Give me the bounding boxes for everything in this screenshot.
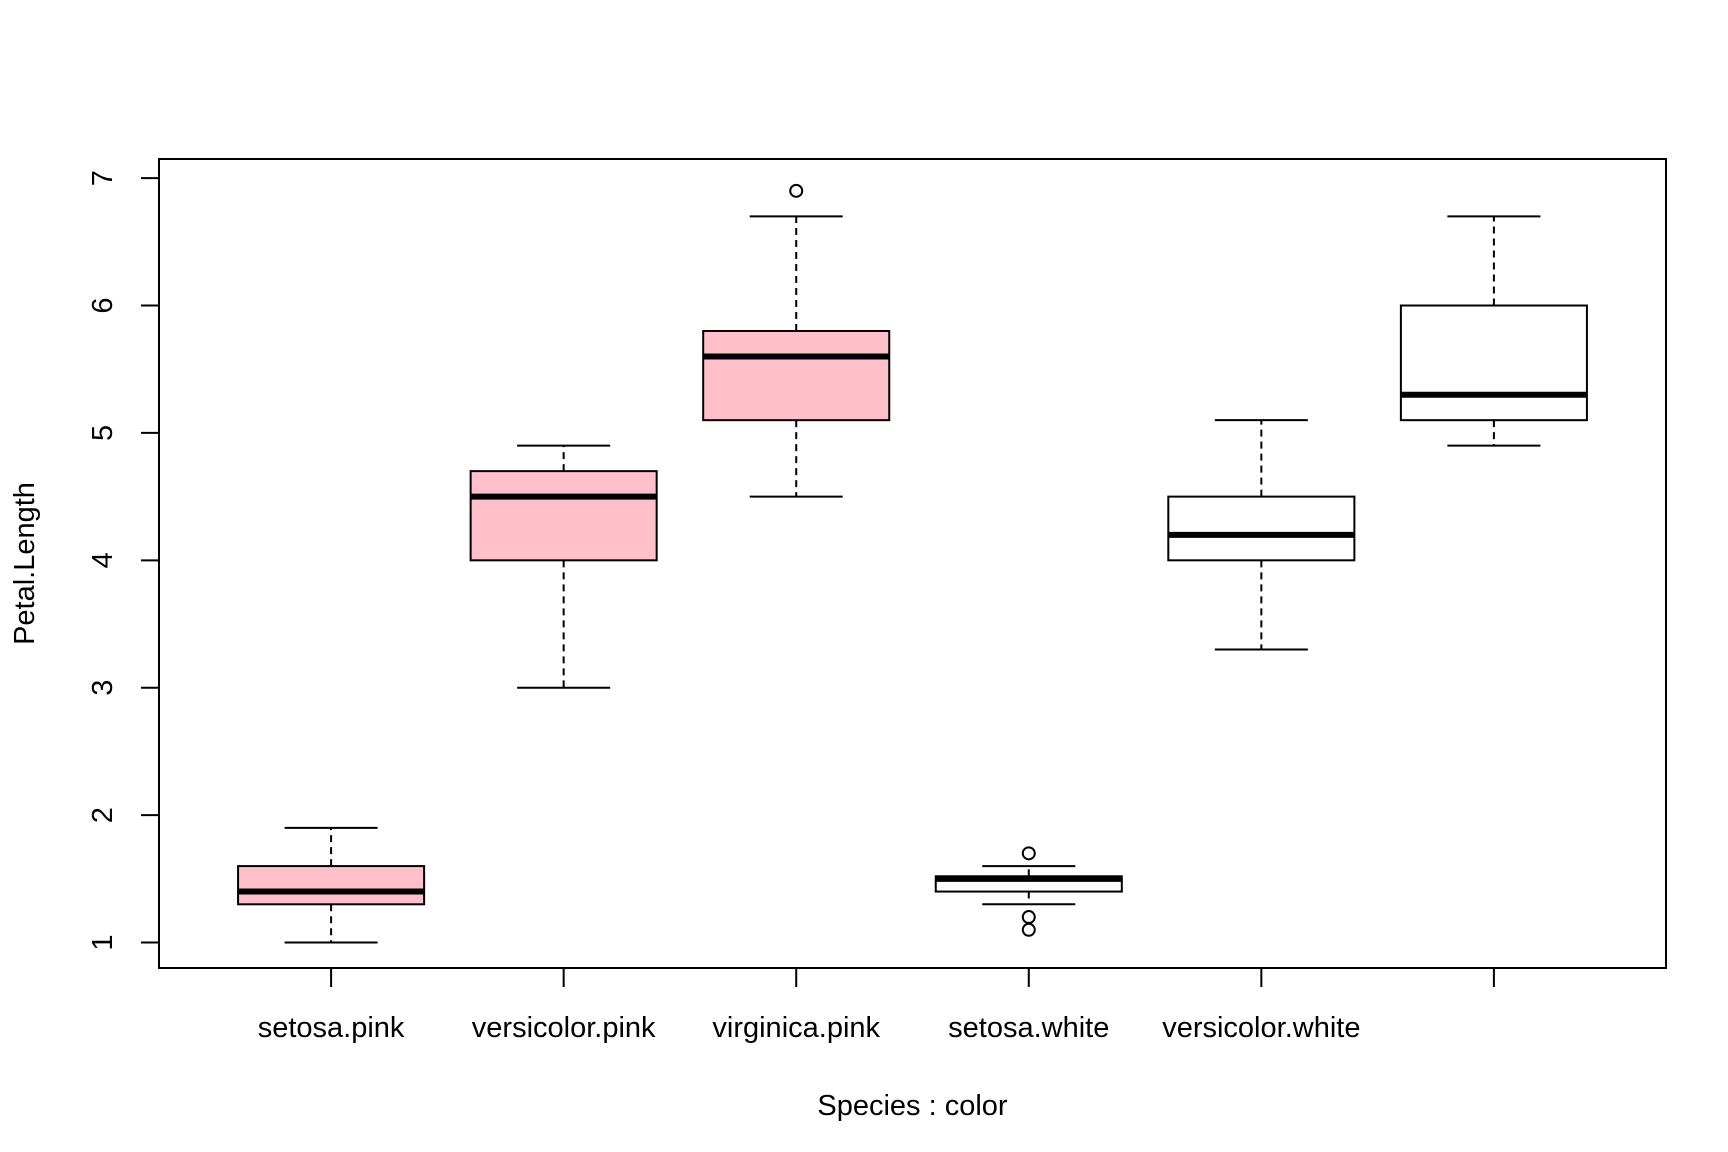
x-tick-label: virginica.pink — [712, 1012, 880, 1044]
box-group — [469, 444, 658, 689]
x-axis: setosa.pink versicolor.pink virginica.pink… — [258, 968, 1495, 1044]
y-tick-label: 1 — [87, 934, 119, 950]
box-body — [469, 470, 658, 562]
box-group — [702, 183, 891, 498]
box-group — [1167, 419, 1356, 651]
outlier-point — [1021, 846, 1036, 861]
box-body — [702, 329, 891, 422]
y-tick-label: 2 — [87, 807, 119, 823]
box-group — [237, 826, 426, 944]
box-body — [1399, 304, 1588, 422]
y-tick-label: 3 — [87, 680, 119, 696]
plot-frame — [158, 158, 1667, 969]
box-body — [1167, 495, 1356, 562]
y-tick-label: 5 — [87, 425, 119, 441]
x-tick-label: versicolor.pink — [472, 1012, 656, 1044]
box-body — [237, 865, 426, 906]
box-group — [934, 846, 1123, 937]
y-axis: 1 2 3 4 5 6 7 — [87, 170, 159, 951]
box-group — [1399, 215, 1588, 447]
y-tick-label: 7 — [87, 170, 119, 186]
outlier-point — [789, 183, 804, 198]
y-tick-label: 4 — [87, 552, 119, 568]
outlier-point — [1021, 910, 1036, 925]
x-tick-label: versicolor.white — [1162, 1012, 1360, 1044]
y-tick-label: 6 — [87, 297, 119, 313]
outlier-point — [1021, 922, 1036, 937]
y-axis-title: Petal.Length — [9, 482, 41, 645]
x-axis-title: Species : color — [817, 1090, 1008, 1122]
x-tick-label: setosa.white — [948, 1012, 1109, 1044]
x-tick-label: setosa.pink — [258, 1012, 405, 1044]
boxes-layer — [237, 183, 1588, 944]
